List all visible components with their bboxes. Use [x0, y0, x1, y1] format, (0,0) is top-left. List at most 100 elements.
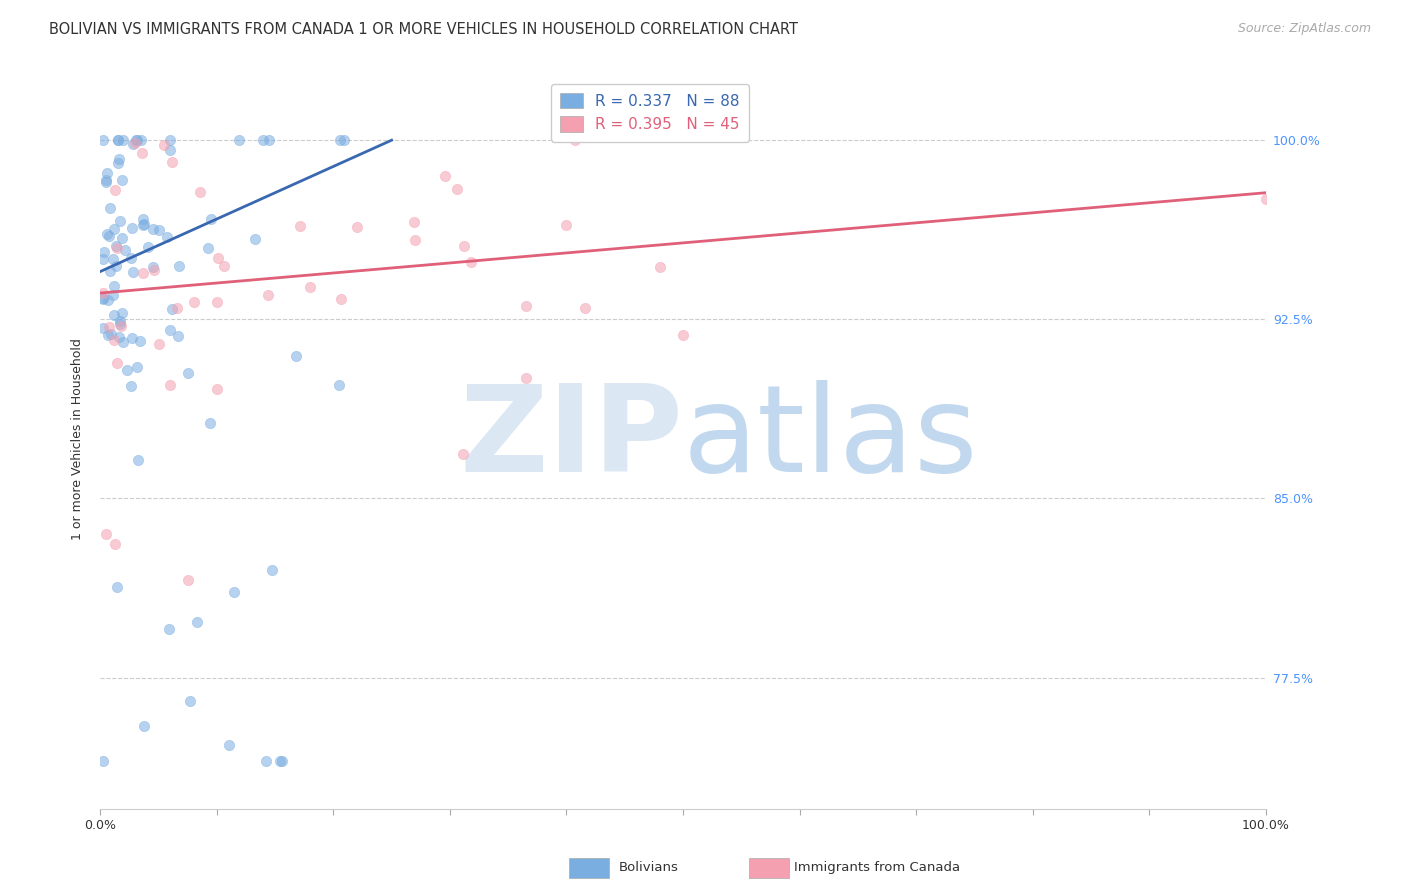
Point: [134, 719, 156, 733]
Point: [107, 156, 129, 170]
Point: [328, 378, 350, 392]
Point: [94, 527, 117, 541]
Point: [574, 301, 596, 315]
Point: [157, 622, 180, 636]
Text: Bolivians: Bolivians: [619, 861, 679, 873]
Point: [177, 573, 200, 587]
Point: [103, 183, 125, 197]
Point: [91, 252, 114, 266]
Point: [269, 754, 291, 768]
Point: [143, 263, 166, 277]
Point: [96, 227, 118, 242]
Point: [120, 379, 142, 393]
Point: [94, 175, 117, 189]
Legend: R = 0.337   N = 88, R = 0.395   N = 45: R = 0.337 N = 88, R = 0.395 N = 45: [551, 84, 749, 142]
Point: [93, 244, 115, 259]
Point: [105, 580, 128, 594]
Point: [98, 228, 121, 243]
Point: [108, 152, 131, 166]
Point: [91, 321, 114, 335]
Point: [103, 333, 125, 347]
Point: [93, 292, 115, 306]
Point: [515, 299, 537, 313]
Point: [91, 291, 114, 305]
Point: [132, 217, 155, 231]
Point: [127, 133, 149, 147]
Point: [104, 239, 127, 253]
Point: [176, 366, 198, 380]
Point: [108, 313, 131, 327]
Point: [107, 133, 129, 147]
Point: [103, 279, 125, 293]
Point: [132, 218, 155, 232]
Point: [97, 328, 120, 343]
Point: [127, 453, 149, 467]
Point: [142, 222, 165, 236]
Text: Source: ZipAtlas.com: Source: ZipAtlas.com: [1237, 22, 1371, 36]
Text: ZIP: ZIP: [460, 380, 683, 497]
Point: [128, 334, 150, 349]
Point: [104, 260, 127, 274]
Point: [648, 260, 671, 274]
Point: [330, 292, 353, 306]
Point: [105, 241, 128, 255]
Point: [91, 754, 114, 768]
Point: [179, 694, 201, 708]
Point: [162, 302, 184, 317]
Point: [153, 138, 176, 153]
Point: [260, 563, 283, 577]
Point: [111, 133, 134, 147]
Point: [564, 133, 586, 147]
Point: [115, 363, 138, 377]
Point: [103, 308, 125, 322]
Point: [131, 146, 153, 161]
Point: [205, 294, 228, 309]
Point: [103, 252, 125, 266]
Point: [207, 251, 229, 265]
Point: [107, 330, 129, 344]
Point: [404, 215, 426, 229]
Text: Immigrants from Canada: Immigrants from Canada: [794, 861, 960, 873]
Point: [205, 382, 228, 396]
Point: [159, 143, 181, 157]
Point: [404, 233, 426, 247]
Point: [148, 223, 170, 237]
Point: [110, 214, 132, 228]
Point: [156, 230, 179, 244]
Point: [136, 240, 159, 254]
Point: [111, 231, 134, 245]
Point: [101, 288, 124, 302]
Point: [284, 350, 307, 364]
Point: [121, 220, 143, 235]
Point: [254, 754, 277, 768]
Point: [198, 416, 221, 430]
Point: [96, 166, 118, 180]
Point: [329, 133, 352, 147]
Point: [433, 169, 456, 184]
Point: [453, 238, 475, 252]
Point: [97, 293, 120, 308]
Point: [98, 320, 121, 334]
Point: [132, 266, 155, 280]
Point: [446, 182, 468, 196]
Point: [120, 251, 142, 265]
Point: [270, 754, 292, 768]
Point: [112, 334, 135, 349]
Point: [224, 584, 246, 599]
Point: [148, 336, 170, 351]
Point: [228, 133, 250, 147]
Point: [186, 615, 208, 629]
Point: [167, 259, 190, 273]
Point: [346, 219, 368, 234]
Point: [515, 371, 537, 385]
Point: [257, 288, 280, 302]
Point: [167, 328, 190, 343]
Point: [125, 133, 148, 147]
Point: [111, 173, 134, 187]
Point: [98, 201, 121, 215]
Point: [554, 218, 576, 232]
Point: [94, 173, 117, 187]
Point: [122, 265, 145, 279]
Point: [1254, 192, 1277, 206]
Point: [159, 377, 181, 392]
